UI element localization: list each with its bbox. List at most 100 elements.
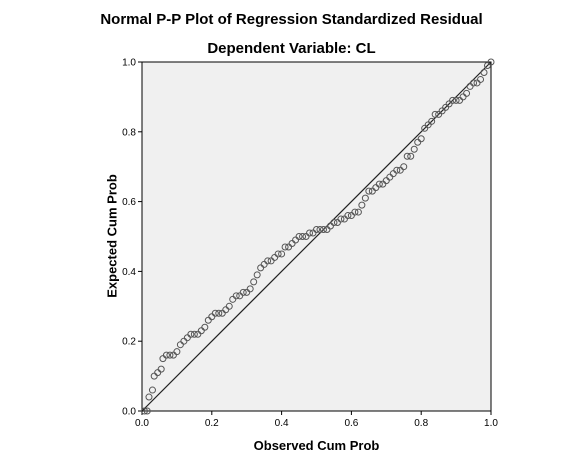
- data-point: [173, 348, 181, 356]
- data-point: [150, 372, 158, 380]
- data-point: [229, 295, 237, 303]
- data-point: [154, 369, 162, 377]
- data-point: [264, 257, 272, 265]
- data-point: [159, 355, 167, 363]
- data-point: [194, 330, 202, 338]
- chart-subtitle: Dependent Variable: CL: [207, 40, 376, 57]
- data-point: [382, 177, 390, 185]
- data-point: [372, 184, 380, 192]
- data-point: [456, 96, 464, 104]
- data-point: [162, 351, 170, 359]
- data-point: [278, 250, 286, 258]
- data-point: [396, 166, 404, 174]
- y-axis-label: Expected Cum Prob: [104, 174, 120, 298]
- data-point: [260, 260, 268, 268]
- data-point: [400, 163, 408, 171]
- x-tick-label: 0.8: [414, 418, 428, 429]
- data-point: [187, 330, 195, 338]
- data-point: [410, 145, 418, 153]
- data-point: [145, 393, 153, 401]
- data-point: [477, 75, 485, 83]
- data-point: [316, 226, 324, 234]
- data-point: [239, 288, 247, 296]
- data-point: [267, 257, 275, 265]
- data-point: [393, 166, 401, 174]
- data-point: [148, 386, 156, 394]
- data-point: [333, 219, 341, 227]
- data-point: [361, 194, 369, 202]
- x-tick-label: 0.0: [135, 418, 149, 429]
- data-point: [299, 233, 307, 240]
- data-point: [306, 229, 314, 237]
- data-point: [190, 330, 198, 338]
- data-point: [487, 58, 495, 66]
- data-point: [295, 233, 303, 240]
- data-point: [243, 288, 251, 296]
- data-point: [470, 79, 478, 87]
- data-point: [445, 100, 453, 108]
- data-point: [365, 187, 373, 195]
- data-point: [452, 96, 460, 104]
- data-point: [340, 215, 348, 223]
- data-point: [428, 117, 436, 125]
- data-point: [288, 239, 296, 247]
- data-point: [232, 292, 240, 300]
- y-tick-label: 0.4: [122, 267, 136, 278]
- data-point: [368, 187, 376, 195]
- data-point: [449, 96, 457, 104]
- data-point: [330, 219, 338, 227]
- data-point: [281, 243, 289, 251]
- data-point: [473, 79, 481, 87]
- x-tick-label: 0.6: [344, 418, 358, 429]
- data-point: [421, 124, 429, 132]
- data-point: [201, 323, 209, 331]
- data-point: [292, 236, 300, 244]
- data-point: [140, 407, 148, 415]
- data-point: [319, 226, 327, 234]
- y-tick-label: 0.8: [122, 127, 136, 138]
- y-tick-label: 1.0: [122, 58, 136, 69]
- data-point: [389, 170, 397, 178]
- data-point: [208, 313, 216, 321]
- axis-ticks: 0.0 0.2 0.4 0.6 0.8 1.0 0.0 0.2 0.4 0.6 0.8 1.0: [122, 58, 498, 430]
- data-point: [309, 229, 317, 237]
- data-point: [480, 68, 488, 76]
- data-point: [459, 93, 467, 101]
- data-point: [157, 365, 165, 373]
- data-point: [358, 201, 366, 209]
- data-point: [351, 208, 359, 216]
- data-point: [250, 278, 258, 286]
- data-point: [215, 309, 223, 317]
- reference-line: [141, 61, 492, 412]
- x-tick-label: 1.0: [484, 418, 498, 429]
- data-points: [140, 58, 495, 415]
- data-point: [236, 292, 244, 300]
- y-tick-label: 0.6: [122, 197, 136, 208]
- data-point: [347, 212, 355, 220]
- data-point: [417, 135, 425, 143]
- data-point: [225, 302, 233, 310]
- data-point: [435, 110, 443, 118]
- data-point: [354, 208, 362, 216]
- data-point: [218, 309, 226, 317]
- data-point: [302, 233, 310, 240]
- x-axis-label: Observed Cum Prob: [253, 438, 380, 453]
- data-point: [271, 253, 279, 261]
- data-point: [407, 152, 415, 160]
- data-point: [222, 306, 230, 314]
- data-point: [169, 351, 177, 359]
- data-point: [246, 285, 254, 293]
- data-point: [253, 271, 261, 279]
- data-point: [414, 138, 422, 146]
- data-point: [211, 309, 219, 317]
- data-point: [337, 215, 345, 223]
- data-point: [183, 334, 191, 342]
- data-point: [323, 226, 331, 234]
- data-point: [442, 103, 450, 111]
- data-point: [326, 222, 334, 230]
- data-point: [431, 110, 439, 118]
- data-point: [379, 180, 387, 188]
- data-point: [180, 337, 188, 345]
- data-point: [197, 327, 205, 335]
